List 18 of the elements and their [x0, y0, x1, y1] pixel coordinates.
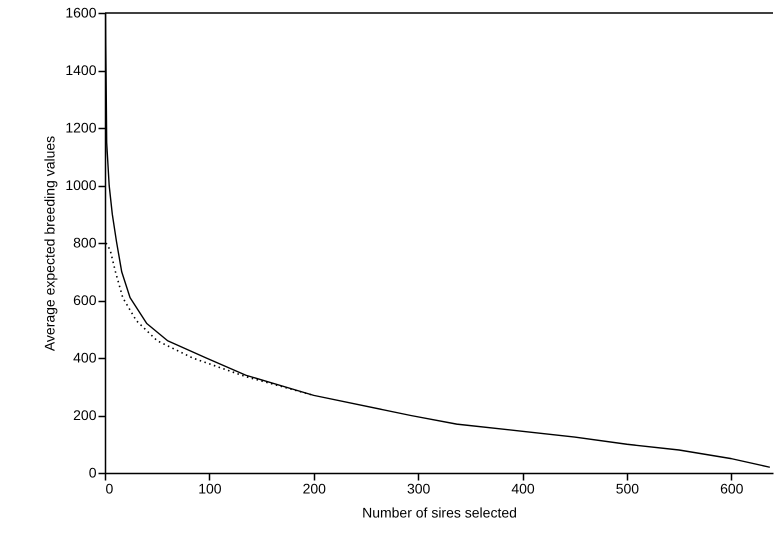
x-tick-label: 200	[302, 480, 326, 496]
y-tick-label: 400	[73, 350, 97, 366]
y-tick-label: 1600	[65, 4, 97, 20]
y-tick-label: 800	[73, 234, 97, 250]
x-tick-label: 100	[198, 480, 222, 496]
y-tick-label: 200	[73, 407, 97, 423]
y-tick-label: 1400	[65, 62, 97, 78]
x-tick-label: 500	[616, 480, 640, 496]
x-tick-label: 300	[406, 480, 431, 496]
y-tick-label: 1200	[65, 120, 97, 136]
x-tick-label: 400	[511, 480, 535, 496]
y-tick-label: 600	[73, 292, 97, 308]
x-axis-title: Number of sires selected	[362, 504, 517, 520]
x-tick-label: 0	[106, 480, 114, 496]
y-axis-title: Average expected breeding values	[41, 136, 58, 352]
y-tick-label: 1000	[65, 177, 97, 193]
x-tick-label: 600	[720, 480, 744, 496]
y-tick-label: 0	[88, 464, 97, 480]
